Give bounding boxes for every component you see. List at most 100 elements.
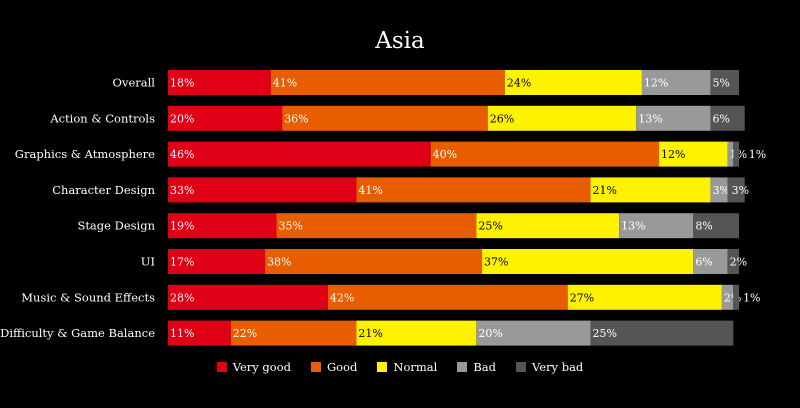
- data-label: 35%: [278, 220, 302, 233]
- data-label: 2%: [730, 256, 747, 269]
- data-label: 24%: [507, 77, 531, 90]
- data-label: 41%: [273, 77, 297, 90]
- bar-segment: [168, 284, 328, 310]
- legend-item: Good: [310, 360, 358, 374]
- legend-swatch: [216, 362, 227, 372]
- bar-segment: [659, 141, 728, 167]
- legend-swatch: [516, 362, 526, 372]
- bar-segment: [710, 105, 745, 131]
- legend-label: Bad: [473, 360, 496, 374]
- bar-segment: [727, 177, 745, 203]
- bar-segment: [733, 141, 739, 167]
- data-label: 3%: [712, 184, 729, 197]
- bar-segment: [710, 70, 739, 95]
- data-label: 11%: [170, 327, 194, 340]
- bar-segment: [619, 213, 694, 239]
- category-label: Overall: [113, 76, 156, 90]
- data-label: 20%: [170, 112, 194, 125]
- data-label: 22%: [233, 327, 257, 340]
- bar-segment: [710, 177, 728, 203]
- category-label: Music & Sound Effects: [21, 290, 155, 304]
- data-label: 42%: [330, 291, 354, 304]
- data-label: 25%: [593, 327, 617, 340]
- bar-segment: [733, 284, 739, 310]
- bar-segment: [356, 320, 477, 346]
- bar-segment: [276, 213, 477, 239]
- bar-segment: [168, 249, 266, 274]
- data-label: 21%: [358, 327, 382, 340]
- data-label: 21%: [593, 184, 617, 197]
- bar-segment: [356, 177, 591, 203]
- bar-segment: [282, 105, 488, 131]
- category-label: Action & Controls: [49, 111, 155, 125]
- legend-swatch: [457, 362, 468, 372]
- data-label: 12%: [644, 77, 668, 90]
- data-label: 36%: [284, 112, 308, 125]
- data-label: 41%: [358, 184, 382, 197]
- bar-segment: [727, 141, 734, 167]
- bar-segment: [430, 141, 660, 167]
- data-label: 17%: [170, 256, 194, 269]
- data-label: 28%: [170, 291, 194, 304]
- bar-segment: [265, 249, 483, 274]
- bar-segment: [693, 213, 739, 239]
- data-label: 38%: [267, 256, 291, 269]
- legend-swatch: [377, 362, 388, 372]
- data-label: 13%: [621, 220, 645, 233]
- data-label: 13%: [638, 112, 662, 125]
- bar-segment: [504, 70, 642, 95]
- category-label: Graphics & Atmosphere: [15, 147, 155, 161]
- legend-label: Normal: [393, 360, 438, 374]
- bar-segment: [230, 320, 357, 346]
- data-label: 33%: [170, 184, 194, 197]
- bar-segment: [476, 213, 620, 239]
- data-label: 5%: [712, 77, 729, 90]
- data-label: 6%: [695, 256, 712, 269]
- bar-segment: [168, 213, 277, 239]
- bar-segment: [168, 70, 271, 95]
- bar-segment: [590, 177, 711, 203]
- bar-segment: [327, 284, 568, 310]
- category-label: Difficulty & Game Balance: [0, 326, 155, 340]
- bar-segment: [721, 284, 734, 310]
- category-label: Stage Design: [77, 219, 155, 233]
- bar-segment: [590, 320, 734, 346]
- data-label: 12%: [661, 148, 685, 161]
- legend-label: Good: [326, 360, 358, 374]
- bar-segment: [567, 284, 722, 310]
- bar-segment: [693, 249, 728, 274]
- data-label: 6%: [712, 112, 729, 125]
- category-label: UI: [141, 255, 155, 269]
- legend-label: Very bad: [532, 360, 584, 374]
- data-label: 46%: [170, 148, 194, 161]
- bar-segment: [168, 105, 283, 131]
- bar-segment: [168, 320, 231, 346]
- bar-segment: [482, 249, 694, 274]
- bar-segment: [641, 70, 711, 95]
- legend-swatch: [310, 362, 321, 372]
- legend-item: Bad: [457, 360, 496, 374]
- data-label: 27%: [570, 291, 594, 304]
- chart-title: Asia: [375, 28, 425, 54]
- legend-item: Normal: [377, 360, 437, 374]
- bar-segment: [168, 177, 357, 203]
- bar-segment: [727, 249, 739, 274]
- data-label: 3%: [732, 184, 749, 197]
- legend-item: Very bad: [516, 360, 583, 374]
- bar-segment: [636, 105, 711, 131]
- data-label: 1%: [749, 148, 766, 161]
- legend-item: Very good: [216, 360, 291, 374]
- data-label: 18%: [170, 77, 194, 90]
- bar-segment: [168, 141, 431, 167]
- data-label: 20%: [478, 327, 502, 340]
- bar-segment: [476, 320, 591, 346]
- data-label: 19%: [170, 220, 194, 233]
- bar-segment: [270, 70, 505, 95]
- data-label: 40%: [433, 148, 457, 161]
- data-label: 8%: [695, 220, 712, 233]
- legend: Very good Good Normal Bad Very bad: [0, 359, 800, 375]
- data-label: 26%: [490, 112, 514, 125]
- bar-segment: [487, 105, 637, 131]
- data-label: 1%: [743, 291, 760, 304]
